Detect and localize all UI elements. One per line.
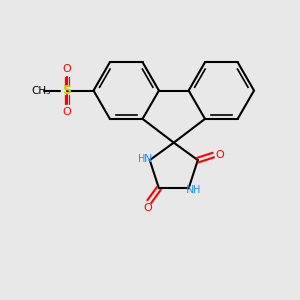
Text: CH₃: CH₃ xyxy=(31,85,50,96)
Text: S: S xyxy=(62,84,71,97)
Text: N: N xyxy=(144,154,152,164)
Text: N: N xyxy=(186,185,194,195)
Text: H: H xyxy=(193,185,201,195)
Text: O: O xyxy=(62,64,71,74)
Text: H: H xyxy=(138,154,145,164)
Text: O: O xyxy=(143,202,152,212)
Text: O: O xyxy=(62,107,71,117)
Text: O: O xyxy=(215,150,224,160)
